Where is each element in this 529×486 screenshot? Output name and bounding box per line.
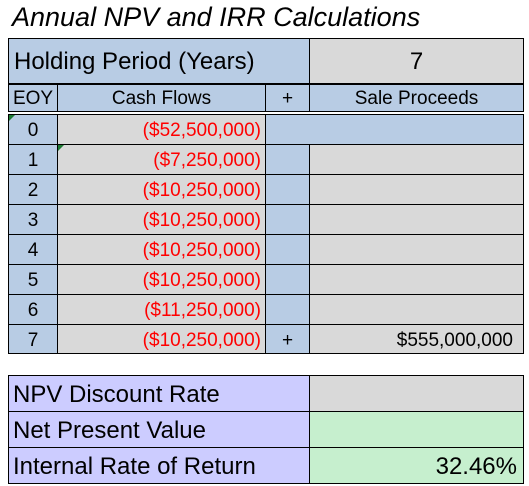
- irr-value: 32.46%: [435, 453, 517, 480]
- header-sale-proceeds-label: Sale Proceeds: [354, 88, 479, 109]
- plus-and-sale-cell: [265, 114, 524, 145]
- plus-cell: [265, 204, 310, 235]
- header-cash-flows: Cash Flows: [57, 84, 266, 112]
- header-plus-label: +: [281, 88, 294, 109]
- plus-cell: [265, 264, 310, 295]
- plus-cell: [265, 174, 310, 205]
- eoy-cell: 4: [8, 234, 58, 265]
- cash-flow-cell[interactable]: ($7,250,000): [57, 144, 266, 175]
- header-eoy: EOY: [8, 84, 58, 112]
- holding-period-label-cell[interactable]: Holding Period (Years): [8, 38, 310, 84]
- net-present-value-label: Net Present Value: [13, 417, 206, 444]
- npv-discount-rate-input[interactable]: [309, 375, 524, 412]
- net-present-value-output[interactable]: [309, 411, 524, 448]
- sale-proceeds-cell[interactable]: [309, 174, 524, 205]
- plus-cell: [265, 144, 310, 175]
- irr-label: Internal Rate of Return: [13, 453, 256, 480]
- holding-period-value-cell[interactable]: 7: [309, 38, 524, 84]
- header-eoy-label: EOY: [12, 88, 54, 109]
- eoy-value: 1: [27, 150, 39, 171]
- eoy-cell: 1: [8, 144, 58, 175]
- sale-proceeds-cell[interactable]: [309, 204, 524, 235]
- eoy-cell: 6: [8, 294, 58, 325]
- cash-flow-cell[interactable]: ($10,250,000): [57, 324, 266, 354]
- cash-flow-cell[interactable]: ($10,250,000): [57, 264, 266, 295]
- eoy-value: 0: [27, 120, 39, 141]
- cell-warning-triangle-icon: [9, 115, 15, 121]
- cash-flow-cell[interactable]: ($10,250,000): [57, 234, 266, 265]
- cash-flow-value: ($11,250,000): [144, 300, 261, 321]
- plus-cell: +: [265, 324, 310, 354]
- sale-proceeds-cell[interactable]: [309, 234, 524, 265]
- sheet-title: Annual NPV and IRR Calculations: [12, 2, 421, 32]
- header-cash-flows-label: Cash Flows: [111, 88, 212, 109]
- sale-proceeds-value: $555,000,000: [396, 330, 513, 351]
- cash-flow-cell[interactable]: ($52,500,000): [57, 114, 266, 145]
- eoy-cell: 3: [8, 204, 58, 235]
- cash-flow-value: ($52,500,000): [142, 120, 261, 141]
- cash-flow-cell[interactable]: ($10,250,000): [57, 174, 266, 205]
- cash-flow-value: ($10,250,000): [142, 270, 261, 291]
- cash-flow-cell[interactable]: ($11,250,000): [57, 294, 266, 325]
- irr-label-cell: Internal Rate of Return: [8, 447, 310, 484]
- header-plus: +: [265, 84, 310, 112]
- cash-flow-value: ($10,250,000): [142, 180, 261, 201]
- eoy-value: 7: [27, 330, 39, 351]
- holding-period-value: 7: [409, 48, 424, 75]
- holding-period-label: Holding Period (Years): [14, 48, 255, 75]
- plus-sign: +: [281, 330, 294, 351]
- irr-output[interactable]: 32.46%: [309, 447, 524, 484]
- cash-flow-value: ($10,250,000): [142, 330, 261, 351]
- header-sale-proceeds: Sale Proceeds: [309, 84, 524, 112]
- sale-proceeds-cell[interactable]: [309, 144, 524, 175]
- sale-proceeds-cell[interactable]: [309, 264, 524, 295]
- plus-cell: [265, 294, 310, 325]
- cash-flow-cell[interactable]: ($10,250,000): [57, 204, 266, 235]
- sale-proceeds-cell[interactable]: [309, 294, 524, 325]
- eoy-value: 2: [27, 180, 39, 201]
- eoy-cell: 2: [8, 174, 58, 205]
- eoy-value: 3: [27, 210, 39, 231]
- cash-flow-value: ($10,250,000): [142, 210, 261, 231]
- eoy-cell: 7: [8, 324, 58, 354]
- npv-discount-rate-label-cell: NPV Discount Rate: [8, 375, 310, 412]
- net-present-value-label-cell: Net Present Value: [8, 411, 310, 448]
- cash-flow-value: ($7,250,000): [153, 150, 261, 171]
- cash-flow-value: ($10,250,000): [142, 240, 261, 261]
- eoy-value: 6: [27, 300, 39, 321]
- npv-discount-rate-label: NPV Discount Rate: [13, 381, 220, 408]
- plus-cell: [265, 234, 310, 265]
- eoy-value: 5: [27, 270, 39, 291]
- cell-warning-triangle-icon: [58, 145, 64, 151]
- eoy-cell: 5: [8, 264, 58, 295]
- sale-proceeds-cell[interactable]: $555,000,000: [309, 324, 524, 354]
- eoy-value: 4: [27, 240, 39, 261]
- eoy-cell: 0: [8, 114, 58, 145]
